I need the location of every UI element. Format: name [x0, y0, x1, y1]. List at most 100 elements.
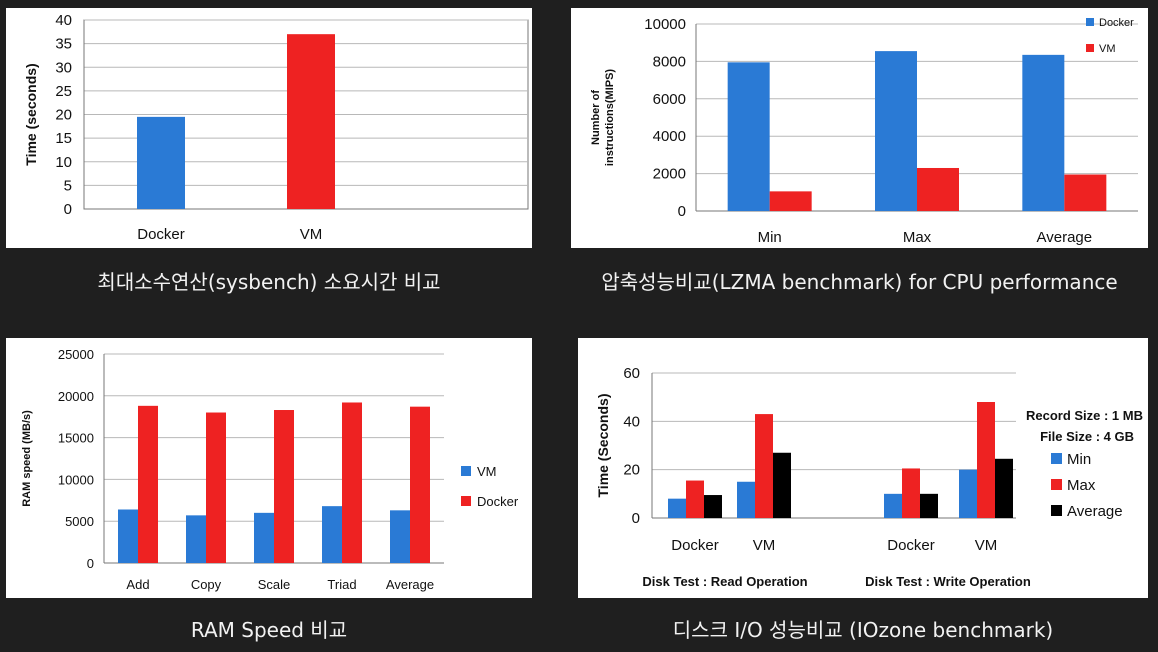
- x-category-label: Add: [126, 577, 149, 592]
- lzma-chart: 0 2000 4000 6000 8000 10000 Min Max Average Numbe…: [590, 16, 1138, 246]
- y-tick-label: 6000: [653, 91, 686, 108]
- bar-average-vm: [773, 452, 791, 518]
- sysbench-chart: 0 5 10 15 20 25 30 35 40 Docker VM Time (seconds): [23, 12, 529, 243]
- y-tick-label: 20: [55, 107, 72, 124]
- legend-label: Average: [1067, 503, 1123, 520]
- chart-panel-sysbench: 0 5 10 15 20 25 30 35 40 Docker VM Time (seconds): [6, 8, 532, 248]
- bar-vm-add: [118, 509, 138, 563]
- y-tick-label: 25: [55, 83, 72, 100]
- chart-panel-lzma: 0 2000 4000 6000 8000 10000 Min Max Average Numbe…: [571, 8, 1148, 248]
- x-category-label: Max: [903, 229, 932, 246]
- legend-swatch: [1086, 18, 1094, 26]
- x-category-label: Docker: [671, 537, 719, 554]
- x-category-label: Scale: [258, 577, 291, 592]
- bar-average-docker: [704, 495, 722, 518]
- bar-min-vm: [959, 469, 977, 518]
- legend-swatch: [1051, 505, 1062, 516]
- ram-speed-chart: 0 5000 10000 15000 20000 25000 Add Copy Scale Tri…: [21, 347, 519, 592]
- bar-docker-max: [875, 51, 917, 211]
- annotation-file-size: File Size : 4 GB: [1040, 429, 1134, 444]
- y-tick-label: 40: [623, 413, 640, 430]
- x-category-label: VM: [975, 537, 998, 554]
- bar-docker-min: [727, 62, 770, 212]
- bar-docker-add: [138, 405, 158, 563]
- legend-label: Max: [1067, 477, 1096, 494]
- y-tick-label: 10: [55, 154, 72, 171]
- y-tick-label: 10000: [58, 472, 94, 487]
- bar-min-docker: [884, 493, 902, 518]
- bar-docker: [137, 116, 185, 209]
- legend-label: Docker: [1099, 17, 1134, 29]
- chart-panel-iozone: 0 20 40 60 Docker VM Disk Test : Read Operatio…: [578, 338, 1148, 598]
- bar-vm-average: [1064, 174, 1107, 211]
- bar-vm-max: [917, 167, 959, 211]
- x-category-label: Copy: [191, 577, 222, 592]
- bar-vm-min: [769, 191, 812, 211]
- legend-swatch: [1051, 479, 1062, 490]
- group-label: Disk Test : Write Operation: [865, 574, 1031, 589]
- y-tick-label: 0: [87, 556, 94, 571]
- bar-max-vm: [977, 402, 995, 518]
- y-tick-label: 40: [55, 12, 72, 29]
- x-category-label: Average: [1037, 229, 1093, 246]
- bar-vm-copy: [186, 515, 206, 563]
- y-tick-label: 20000: [58, 389, 94, 404]
- bar-average-vm: [995, 458, 1013, 518]
- annotation-record-size: Record Size : 1 MB: [1026, 408, 1143, 423]
- caption-lzma: 압축성능비교(LZMA benchmark) for CPU performan…: [601, 270, 1118, 294]
- bar-docker-average: [1022, 54, 1065, 212]
- x-category-label: Docker: [137, 226, 185, 243]
- bar-vm: [287, 34, 335, 209]
- y-tick-label: 10000: [644, 16, 686, 33]
- legend-label: VM: [477, 464, 497, 479]
- y-tick-label: 5000: [65, 514, 94, 529]
- bar-docker-triad: [342, 402, 362, 563]
- bar-docker-average: [410, 406, 430, 563]
- y-axis-title-line1: Number of: [590, 90, 602, 145]
- y-tick-label: 2000: [653, 166, 686, 183]
- group-label: Disk Test : Read Operation: [642, 574, 807, 589]
- y-tick-label: 0: [64, 201, 72, 218]
- y-tick-label: 25000: [58, 347, 94, 362]
- y-tick-label: 0: [632, 510, 640, 527]
- bar-max-docker: [902, 468, 920, 518]
- y-tick-label: 20: [623, 462, 640, 479]
- y-tick-label: 15: [55, 130, 72, 147]
- y-tick-label: 15000: [58, 431, 94, 446]
- x-category-label: VM: [300, 226, 323, 243]
- chart-panel-ram: 0 5000 10000 15000 20000 25000 Add Copy Scale Tri…: [6, 338, 532, 598]
- legend-swatch: [461, 466, 471, 476]
- y-tick-label: 0: [678, 203, 686, 220]
- y-axis-title: Time (Seconds): [595, 394, 611, 498]
- y-tick-label: 5: [64, 177, 72, 194]
- bar-max-vm: [755, 414, 773, 518]
- y-tick-label: 35: [55, 36, 72, 53]
- bar-vm-triad: [322, 506, 342, 563]
- x-category-label: Min: [758, 229, 782, 246]
- y-tick-label: 60: [623, 365, 640, 382]
- y-tick-label: 30: [55, 59, 72, 76]
- legend-swatch: [461, 496, 471, 506]
- legend-label: VM: [1099, 43, 1116, 55]
- x-category-label: VM: [753, 537, 776, 554]
- y-tick-label: 4000: [653, 128, 686, 145]
- caption-ram: RAM Speed 비교: [190, 618, 348, 642]
- legend-label: Docker: [477, 494, 519, 509]
- x-category-label: Average: [386, 577, 434, 592]
- x-category-label: Triad: [327, 577, 356, 592]
- bar-vm-average: [390, 510, 410, 563]
- bar-min-vm: [737, 481, 755, 518]
- bar-average-docker: [920, 493, 938, 518]
- bar-docker-copy: [206, 412, 226, 563]
- y-axis-title: RAM speed (MB/s): [21, 410, 33, 507]
- bar-vm-scale: [254, 512, 274, 563]
- bar-max-docker: [686, 480, 704, 518]
- legend-swatch: [1051, 453, 1062, 464]
- caption-sysbench: 최대소수연산(sysbench) 소요시간 비교: [97, 270, 441, 294]
- y-axis-title: Time (seconds): [23, 63, 39, 165]
- bar-docker-scale: [274, 410, 294, 563]
- legend-label: Min: [1067, 451, 1091, 468]
- legend-swatch: [1086, 44, 1094, 52]
- bar-min-docker: [668, 498, 686, 518]
- y-tick-label: 8000: [653, 53, 686, 70]
